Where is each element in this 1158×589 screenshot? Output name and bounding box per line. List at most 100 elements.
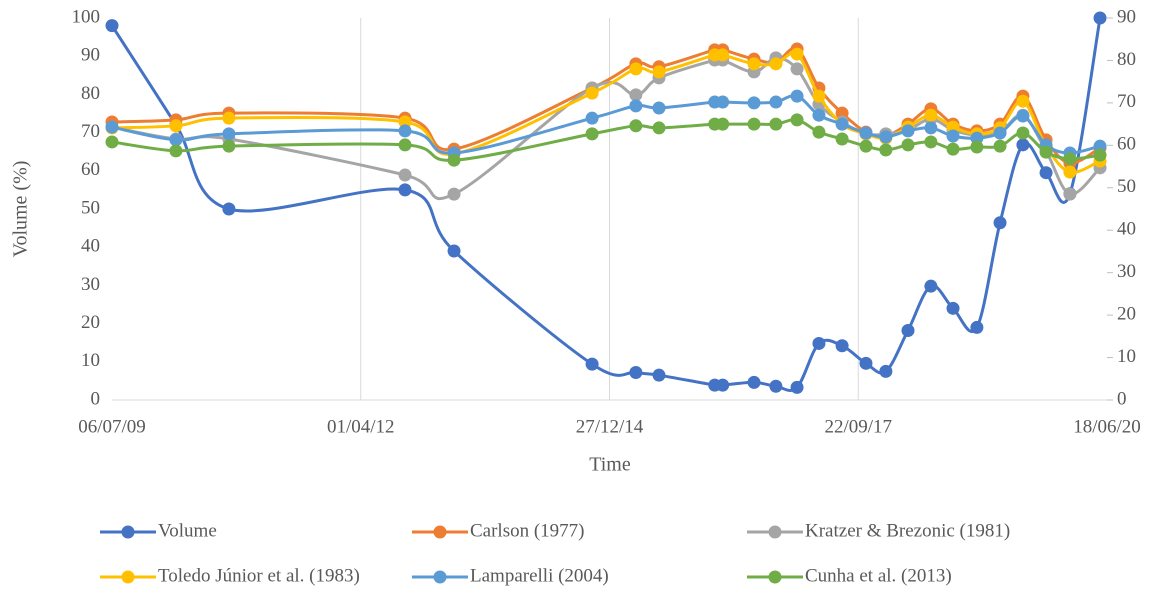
legend-marker [433,525,447,539]
data-point [105,19,119,33]
data-point [447,244,461,258]
data-point [790,380,804,394]
data-point [222,139,236,153]
legend-marker [768,525,782,539]
data-point [946,120,960,134]
data-point [652,121,666,135]
y2-tick-label: 20 [1117,303,1136,324]
data-point [105,135,119,149]
legend-marker [121,525,135,539]
legend-label: Carlson (1977) [470,520,585,541]
data-point [1039,166,1053,180]
data-point [398,115,412,129]
x-tick-label: 01/04/12 [327,416,395,437]
y-tick-label: 30 [81,274,100,295]
legend-label: Volume [158,520,217,541]
legend-label: Lamparelli (2004) [470,565,609,586]
data-point [222,202,236,216]
data-point [835,117,849,131]
data-point [169,133,183,147]
data-point [629,119,643,133]
data-point [1016,109,1030,123]
legend-label: Toledo Júnior et al. (1983) [158,565,360,586]
y-tick-label: 50 [81,197,100,218]
data-point [993,126,1007,140]
data-point [946,129,960,143]
data-point [447,187,461,201]
data-point [812,125,826,139]
y-tick-label: 10 [81,350,100,371]
data-point [790,113,804,127]
y2-tick-label: 70 [1117,91,1136,112]
data-point [835,339,849,353]
legend-marker [433,570,447,584]
legend-marker [768,570,782,584]
y2-tick-label: 10 [1117,346,1136,367]
data-point [716,95,730,109]
data-point [970,140,984,154]
data-point [1063,152,1077,166]
x-tick-label: 18/06/20 [1073,416,1141,437]
series-line [111,56,1102,201]
data-point [629,62,643,76]
data-point [1016,94,1030,108]
data-point [970,131,984,145]
data-point [835,106,849,120]
data-point [993,139,1007,153]
data-point [716,378,730,392]
data-point [447,153,461,167]
y2-tick-label: 30 [1117,261,1136,282]
data-point [769,57,783,71]
data-point [835,132,849,146]
data-point [812,108,826,122]
data-point [1039,145,1053,159]
data-point [993,216,1007,230]
data-point [924,108,938,122]
data-point [812,336,826,350]
data-point [629,365,643,379]
data-point [769,95,783,109]
data-point [747,96,761,110]
data-point [879,143,893,157]
data-point [652,65,666,79]
data-point [585,127,599,141]
data-point [901,138,915,152]
data-point [1016,126,1030,140]
legend-marker [121,570,135,584]
y-tick-label: 60 [81,159,100,180]
data-point [398,168,412,182]
data-point [790,62,804,76]
data-point [924,279,938,293]
data-point [769,117,783,131]
data-point [585,357,599,371]
x-tick-label: 27/12/14 [576,416,644,437]
data-point [879,364,893,378]
data-point [1093,139,1107,153]
y-tick-label: 70 [81,121,100,142]
data-point [629,99,643,113]
y-tick-label: 100 [72,6,101,27]
data-point [946,301,960,315]
y-tick-label: 80 [81,83,100,104]
data-point [747,117,761,131]
data-point [585,86,599,100]
y2-tick-label: 40 [1117,219,1136,240]
data-point [946,142,960,156]
x-axis-title: Time [589,454,631,476]
data-point [859,139,873,153]
data-point [222,127,236,141]
data-point [790,47,804,61]
y-tick-label: 40 [81,236,100,257]
data-point [1093,11,1107,25]
data-point [1016,138,1030,152]
data-point [747,375,761,389]
data-point [585,111,599,125]
data-point [812,89,826,103]
data-point [1063,187,1077,201]
data-point [222,111,236,125]
y-axis-title: Volume (%) [10,161,32,258]
y-tick-label: 90 [81,45,100,66]
data-point [169,119,183,133]
data-point [652,101,666,115]
data-point [879,130,893,144]
